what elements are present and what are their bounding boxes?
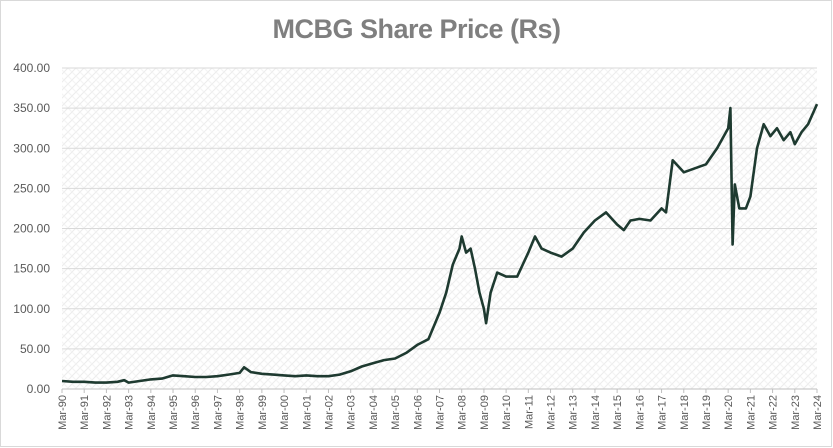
x-tick-label: Mar-92 [101,395,113,430]
x-tick-label: Mar-99 [257,395,269,430]
x-tick-label: Mar-14 [590,395,602,430]
y-tick-label: 350.00 [13,101,50,115]
x-tick-label: Mar-17 [657,395,669,430]
y-tick-label: 250.00 [13,181,50,195]
x-tick-label: Mar-94 [146,395,158,430]
x-tick-label: Mar-11 [523,395,535,429]
x-tick-label: Mar-07 [435,395,447,430]
x-tick-label: Mar-03 [346,395,358,430]
x-tick-label: Mar-19 [701,395,713,430]
x-tick-label: Mar-13 [568,395,580,430]
x-tick-label: Mar-95 [168,395,180,430]
x-tick-label: Mar-23 [790,395,802,430]
x-tick-label: Mar-98 [235,395,247,430]
y-tick-label: 200.00 [13,222,50,236]
x-tick-label: Mar-02 [323,395,335,430]
x-tick-label: Mar-05 [390,395,402,430]
x-tick-label: Mar-20 [723,395,735,430]
x-tick-label: Mar-08 [457,395,469,430]
x-tick-label: Mar-97 [212,395,224,430]
y-tick-label: 300.00 [13,141,50,155]
x-tick-label: Mar-16 [634,395,646,430]
y-tick-label: 100.00 [13,302,50,316]
x-tick-label: Mar-12 [546,395,558,430]
x-tick-label: Mar-90 [57,395,69,430]
x-tick-label: Mar-04 [368,395,380,430]
x-tick-label: Mar-22 [768,395,780,430]
x-tick-label: Mar-00 [279,395,291,430]
y-tick-label: 150.00 [13,262,50,276]
x-tick-label: Mar-06 [412,395,424,430]
x-tick-label: Mar-10 [501,395,513,430]
x-tick-label: Mar-96 [190,395,202,430]
x-tick-label: Mar-24 [812,395,824,430]
x-tick-label: Mar-18 [679,395,691,430]
x-tick-label: Mar-15 [612,395,624,430]
price-series-line [61,103,819,384]
x-tick-label: Mar-01 [301,395,313,430]
y-tick-label: 50.00 [20,342,50,356]
x-tick-label: Mar-09 [479,395,491,430]
y-tick-label: 0.00 [27,382,51,396]
x-tick-label: Mar-93 [124,395,136,430]
x-tick-label: Mar-91 [79,395,91,430]
y-tick-label: 400.00 [13,61,50,75]
chart-title: MCBG Share Price (Rs) [272,14,561,44]
x-tick-label: Mar-21 [745,395,757,430]
